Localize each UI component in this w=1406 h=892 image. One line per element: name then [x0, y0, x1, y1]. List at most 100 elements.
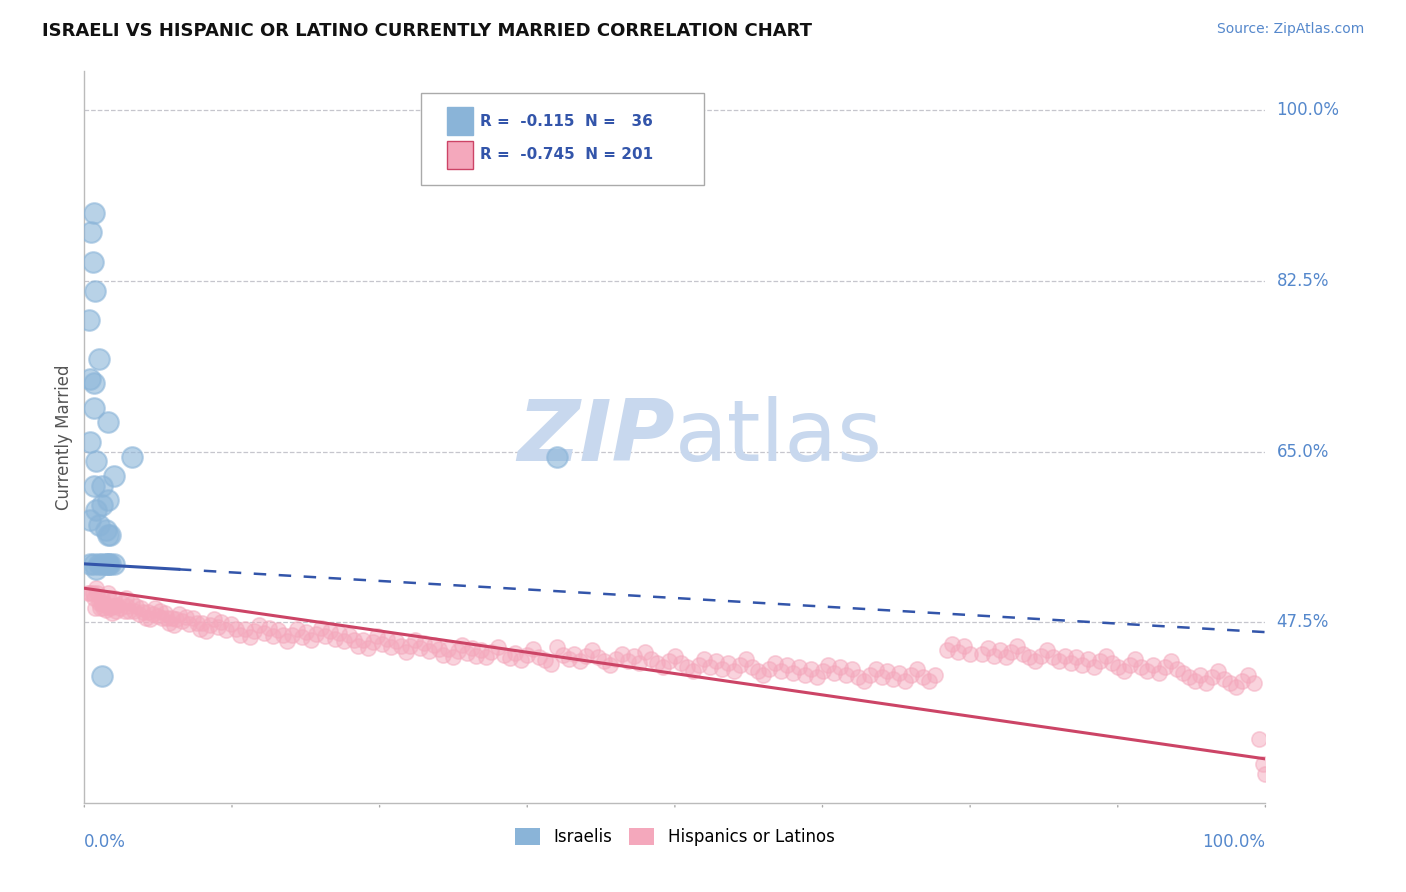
Point: [394, 645, 416, 659]
Point: [876, 664, 898, 678]
Legend: Israelis, Hispanics or Latinos: Israelis, Hispanics or Latinos: [509, 822, 841, 853]
Point: [1077, 652, 1099, 666]
Point: [793, 668, 815, 682]
Point: [98, 557, 121, 571]
Point: [156, 610, 179, 624]
Point: [522, 641, 544, 656]
Point: [1136, 664, 1159, 678]
Point: [314, 629, 336, 643]
Point: [115, 599, 138, 613]
Point: [98, 527, 121, 541]
Point: [704, 654, 727, 668]
Point: [207, 620, 229, 634]
Point: [423, 638, 446, 652]
Point: [479, 645, 502, 659]
Point: [84, 600, 107, 615]
Point: [870, 670, 893, 684]
Point: [139, 612, 162, 626]
Point: [84, 454, 107, 468]
Point: [276, 634, 298, 648]
Point: [1154, 660, 1177, 674]
Point: [79, 513, 101, 527]
Point: [84, 581, 107, 595]
Point: [91, 499, 114, 513]
Point: [1195, 676, 1218, 690]
Point: [103, 557, 125, 571]
Point: [389, 639, 412, 653]
Point: [1083, 660, 1105, 674]
Point: [741, 660, 763, 674]
Point: [79, 434, 101, 449]
Point: [865, 662, 887, 676]
Point: [142, 607, 165, 621]
Text: Source: ZipAtlas.com: Source: ZipAtlas.com: [1216, 22, 1364, 37]
Point: [1088, 654, 1111, 668]
Point: [84, 562, 107, 576]
Point: [111, 596, 134, 610]
Point: [1047, 654, 1070, 668]
Point: [239, 630, 262, 644]
Point: [575, 648, 598, 663]
Point: [361, 635, 384, 649]
Point: [114, 591, 136, 605]
Point: [882, 672, 904, 686]
Point: [118, 604, 141, 618]
Point: [437, 641, 460, 656]
Text: ZIP: ZIP: [517, 395, 675, 479]
Point: [375, 632, 398, 646]
Point: [163, 618, 186, 632]
Point: [451, 638, 474, 652]
Point: [82, 586, 104, 600]
Point: [1142, 658, 1164, 673]
Text: 47.5%: 47.5%: [1277, 614, 1329, 632]
Point: [605, 652, 627, 666]
Text: 100.0%: 100.0%: [1202, 833, 1265, 851]
Point: [91, 591, 114, 605]
Point: [1251, 756, 1274, 771]
Point: [174, 609, 197, 624]
Point: [1219, 676, 1241, 690]
Point: [87, 557, 110, 571]
Point: [1201, 670, 1223, 684]
Point: [498, 651, 520, 665]
Point: [852, 673, 875, 688]
Point: [1225, 680, 1247, 694]
Point: [103, 591, 125, 605]
Point: [510, 653, 533, 667]
Point: [1118, 658, 1140, 673]
Point: [994, 650, 1017, 665]
Point: [658, 654, 681, 668]
Point: [299, 632, 322, 647]
Point: [87, 517, 110, 532]
Point: [77, 313, 100, 327]
Point: [628, 657, 651, 671]
Point: [89, 600, 111, 615]
Point: [782, 666, 804, 681]
Point: [859, 668, 882, 682]
Point: [90, 596, 112, 610]
Point: [811, 664, 834, 678]
Point: [83, 591, 105, 605]
Point: [114, 604, 136, 618]
Point: [935, 642, 957, 657]
Point: [225, 622, 247, 636]
Point: [1042, 650, 1064, 665]
Point: [465, 648, 488, 663]
FancyBboxPatch shape: [447, 141, 472, 169]
Point: [323, 632, 346, 646]
Point: [1166, 662, 1188, 676]
Point: [98, 591, 121, 605]
Point: [121, 596, 143, 610]
Point: [432, 648, 454, 662]
Point: [83, 376, 105, 391]
Point: [664, 648, 686, 663]
Point: [262, 629, 284, 643]
Point: [516, 648, 538, 662]
Point: [959, 647, 981, 661]
Point: [153, 606, 176, 620]
Point: [143, 600, 166, 615]
Point: [918, 673, 941, 688]
Point: [97, 527, 120, 541]
Point: [125, 599, 148, 613]
Point: [352, 632, 374, 647]
